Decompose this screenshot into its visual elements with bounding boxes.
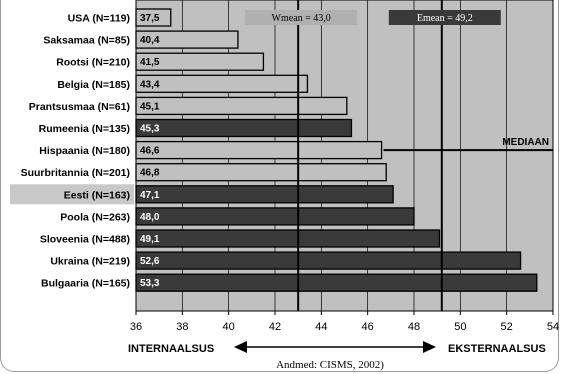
bar-value-label: 46,6 (140, 146, 160, 157)
category-label: Hispaania (N=180) (39, 145, 130, 157)
emean-label: Emean = 49,2 (417, 13, 473, 24)
bar-value-label: 53,3 (140, 278, 160, 289)
bar-value-label: 45,1 (140, 101, 160, 112)
category-label: Rumeenia (N=135) (39, 123, 130, 135)
bar-value-label: 41,5 (140, 57, 160, 68)
bar-value-label: 49,1 (140, 234, 160, 245)
category-label: Sloveenia (N=488) (40, 234, 130, 246)
category-label: Rootsi (N=210) (56, 57, 130, 69)
bar (135, 52, 265, 71)
bar (135, 207, 415, 226)
internaalsus-label: INTERNAALSUS (128, 343, 214, 355)
category-label: Belgia (N=185) (57, 79, 130, 91)
category-label: Saksamaa (N=85) (43, 35, 130, 47)
arrow-left-icon (234, 341, 247, 353)
category-label: Ukraina (N=219) (50, 256, 130, 268)
arrow-right-icon (423, 341, 436, 353)
x-tick-label: 44 (315, 321, 327, 333)
highlighted-category-band (10, 184, 134, 205)
bar (135, 163, 387, 182)
bar-value-label: 48,0 (140, 212, 160, 223)
median-label: MEDIAAN (502, 137, 549, 148)
x-tick-label: 38 (176, 321, 188, 333)
bar (135, 251, 522, 270)
category-label: Poola (N=263) (60, 211, 130, 223)
eksternaalsus-label: EKSTERNAALSUS (448, 343, 546, 355)
x-tick-label: 48 (408, 321, 420, 333)
bar (135, 8, 172, 27)
x-tick-label: 54 (547, 321, 559, 333)
x-tick-label: 46 (362, 321, 374, 333)
category-label: Bulgaaria (N=165) (41, 278, 130, 290)
category-label: Suurbritannia (N=201) (21, 167, 130, 179)
x-tick-label: 40 (223, 321, 235, 333)
bar (135, 185, 394, 204)
bar-value-label: 40,4 (140, 35, 160, 46)
bar (135, 30, 239, 49)
x-tick-label: 36 (130, 321, 142, 333)
category-label: Eesti (N=163) (64, 189, 130, 201)
bar (135, 118, 353, 138)
bar-value-label: 47,1 (140, 190, 160, 201)
wmean-label-box (245, 10, 358, 25)
x-tick-label: 50 (454, 321, 466, 333)
category-label: USA (N=119) (68, 13, 130, 25)
wmean-label: Wmean = 43,0 (272, 13, 331, 24)
bar (135, 96, 348, 116)
x-tick-label: 52 (501, 321, 513, 333)
bar-value-label: 52,6 (140, 256, 160, 267)
bar-value-label: 45,3 (140, 124, 160, 135)
bar-value-label: 46,8 (140, 168, 160, 179)
x-tick-label: 42 (269, 321, 281, 333)
bar (135, 74, 309, 93)
bar-value-label: 37,5 (140, 13, 160, 24)
bar (135, 229, 441, 248)
bar (135, 140, 383, 160)
category-label: Prantsusmaa (N=61) (29, 101, 130, 113)
bar (135, 273, 538, 292)
bar-value-label: 43,4 (140, 79, 160, 90)
emean-label-box (388, 10, 501, 25)
source-note: Andmed: CISMS, 2002) (276, 359, 384, 371)
